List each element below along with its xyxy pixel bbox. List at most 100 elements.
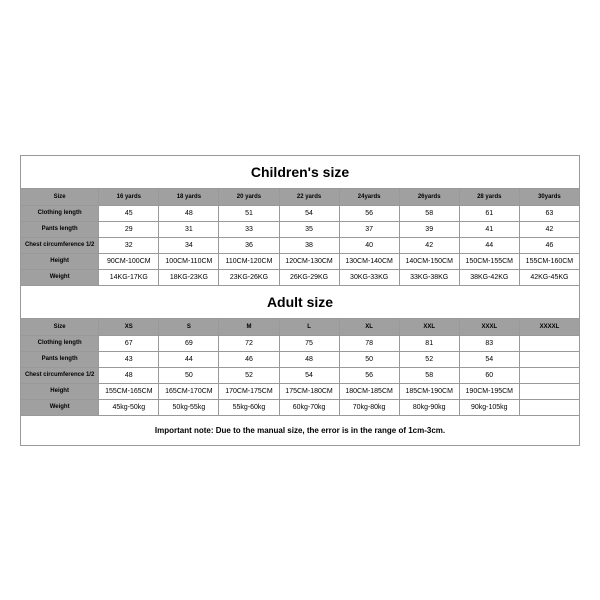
cell: 120CM-130CM (279, 253, 339, 269)
adult-size-1: S (159, 318, 219, 335)
size-table: Children's size Size 16 yards 18 yards 2… (20, 155, 580, 446)
label-weight: Weight (21, 269, 99, 285)
children-pants-row: Pants length 29 31 33 35 37 39 41 42 (21, 221, 580, 237)
cell: 48 (99, 367, 159, 383)
child-size-5: 26yards (399, 188, 459, 205)
cell: 170CM-175CM (219, 383, 279, 399)
cell: 67 (99, 335, 159, 351)
label-chest: Chest circumference 1/2 (21, 237, 99, 253)
note-text: Important note: Due to the manual size, … (21, 415, 580, 445)
adult-chest-row: Chest circumference 1/2 48 50 52 54 56 5… (21, 367, 580, 383)
label-weight: Weight (21, 399, 99, 415)
cell: 60kg-70kg (279, 399, 339, 415)
cell: 56 (339, 367, 399, 383)
cell: 44 (459, 237, 519, 253)
label-height: Height (21, 383, 99, 399)
adult-size-2: M (219, 318, 279, 335)
cell: 50kg-55kg (159, 399, 219, 415)
cell: 46 (519, 237, 579, 253)
child-size-7: 30yards (519, 188, 579, 205)
cell: 56 (339, 205, 399, 221)
cell: 150CM-155CM (459, 253, 519, 269)
cell: 185CM-190CM (399, 383, 459, 399)
label-pants: Pants length (21, 351, 99, 367)
cell: 60 (459, 367, 519, 383)
cell: 41 (459, 221, 519, 237)
child-size-4: 24yards (339, 188, 399, 205)
children-chest-row: Chest circumference 1/2 32 34 36 38 40 4… (21, 237, 580, 253)
cell: 18KG-23KG (159, 269, 219, 285)
cell: 30KG-33KG (339, 269, 399, 285)
size-chart: Children's size Size 16 yards 18 yards 2… (20, 155, 580, 446)
child-size-0: 16 yards (99, 188, 159, 205)
cell (519, 367, 579, 383)
adult-size-3: L (279, 318, 339, 335)
cell: 38 (279, 237, 339, 253)
cell: 190CM-195CM (459, 383, 519, 399)
cell: 51 (219, 205, 279, 221)
note-row: Important note: Due to the manual size, … (21, 415, 580, 445)
cell: 31 (159, 221, 219, 237)
cell: 175CM-180CM (279, 383, 339, 399)
cell: 38KG-42KG (459, 269, 519, 285)
cell: 54 (279, 205, 339, 221)
cell: 58 (399, 205, 459, 221)
cell: 39 (399, 221, 459, 237)
cell: 14KG-17KG (99, 269, 159, 285)
cell: 44 (159, 351, 219, 367)
cell: 50 (159, 367, 219, 383)
cell: 33 (219, 221, 279, 237)
cell: 42 (519, 221, 579, 237)
cell: 50 (339, 351, 399, 367)
label-clothing: Clothing length (21, 205, 99, 221)
cell: 29 (99, 221, 159, 237)
children-title: Children's size (21, 155, 580, 188)
child-size-3: 22 yards (279, 188, 339, 205)
children-title-row: Children's size (21, 155, 580, 188)
adult-height-row: Height 155CM-165CM 165CM-170CM 170CM-175… (21, 383, 580, 399)
cell: 110CM-120CM (219, 253, 279, 269)
cell: 52 (219, 367, 279, 383)
children-clothing-row: Clothing length 45 48 51 54 56 58 61 63 (21, 205, 580, 221)
cell: 54 (279, 367, 339, 383)
label-clothing: Clothing length (21, 335, 99, 351)
cell: 100CM-110CM (159, 253, 219, 269)
adult-pants-row: Pants length 43 44 46 48 50 52 54 (21, 351, 580, 367)
cell: 26KG-29KG (279, 269, 339, 285)
adult-size-header: Size XS S M L XL XXL XXXL XXXXL (21, 318, 580, 335)
cell: 165CM-170CM (159, 383, 219, 399)
adult-size-5: XXL (399, 318, 459, 335)
cell (519, 351, 579, 367)
cell: 23KG-26KG (219, 269, 279, 285)
child-size-2: 20 yards (219, 188, 279, 205)
cell: 180CM-185CM (339, 383, 399, 399)
cell: 69 (159, 335, 219, 351)
cell: 45 (99, 205, 159, 221)
cell: 58 (399, 367, 459, 383)
cell (519, 383, 579, 399)
cell: 81 (399, 335, 459, 351)
cell: 37 (339, 221, 399, 237)
cell: 48 (159, 205, 219, 221)
adult-clothing-row: Clothing length 67 69 72 75 78 81 83 (21, 335, 580, 351)
cell (519, 335, 579, 351)
cell: 61 (459, 205, 519, 221)
cell: 42KG-45KG (519, 269, 579, 285)
label-chest: Chest circumference 1/2 (21, 367, 99, 383)
label-height: Height (21, 253, 99, 269)
cell: 78 (339, 335, 399, 351)
cell: 45kg-50kg (99, 399, 159, 415)
children-weight-row: Weight 14KG-17KG 18KG-23KG 23KG-26KG 26K… (21, 269, 580, 285)
cell: 90CM-100CM (99, 253, 159, 269)
adult-weight-row: Weight 45kg-50kg 50kg-55kg 55kg-60kg 60k… (21, 399, 580, 415)
cell: 75 (279, 335, 339, 351)
label-pants: Pants length (21, 221, 99, 237)
cell: 155CM-165CM (99, 383, 159, 399)
adult-size-7: XXXXL (519, 318, 579, 335)
cell: 155CM-160CM (519, 253, 579, 269)
cell: 140CM-150CM (399, 253, 459, 269)
adult-size-6: XXXL (459, 318, 519, 335)
cell: 40 (339, 237, 399, 253)
cell: 34 (159, 237, 219, 253)
cell: 36 (219, 237, 279, 253)
